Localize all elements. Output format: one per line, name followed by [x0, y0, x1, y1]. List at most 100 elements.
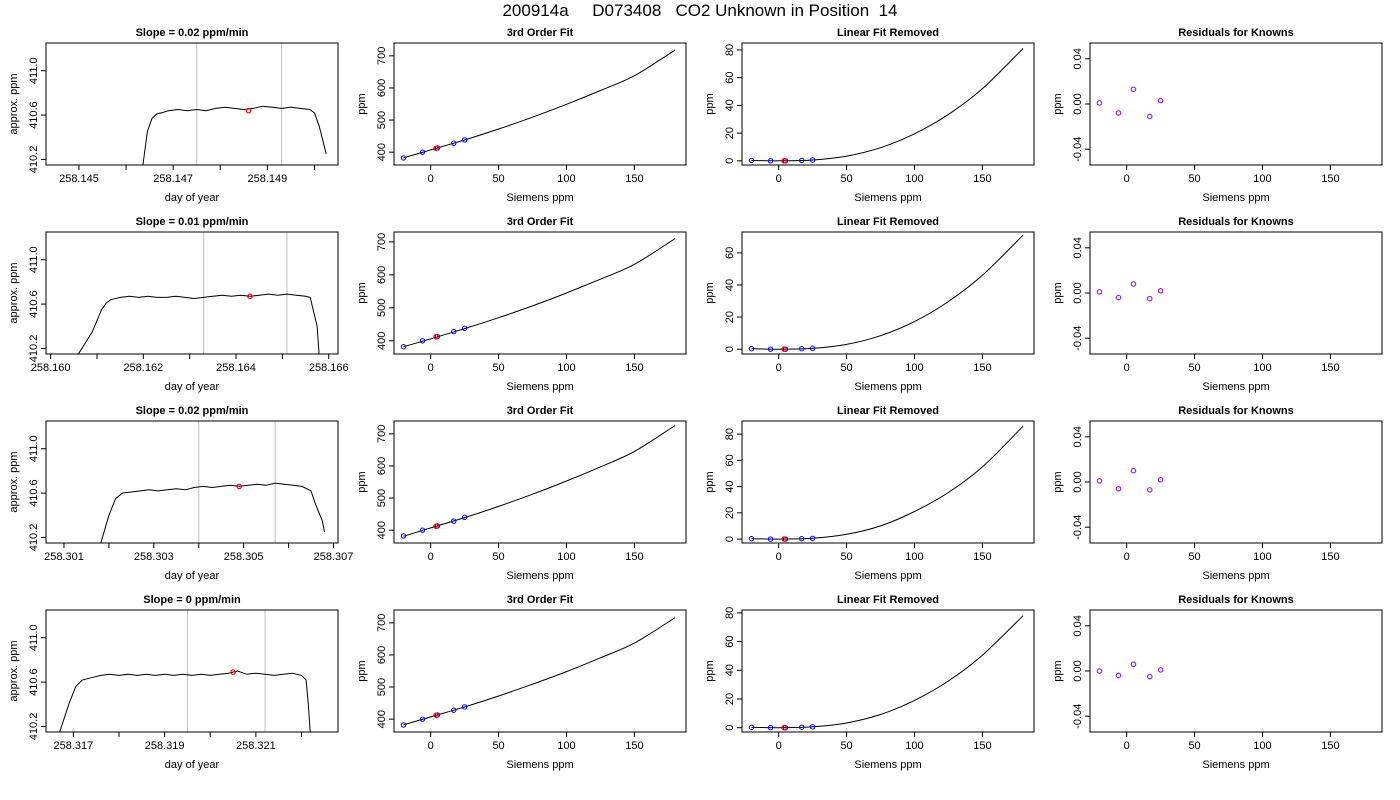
- x-axis-label: Siemens ppm: [506, 192, 573, 204]
- panel-title: 3rd Order Fit: [507, 405, 574, 417]
- x-tick-label: 258.166: [309, 362, 349, 374]
- known-point: [767, 724, 774, 731]
- known-point: [461, 137, 468, 143]
- y-tick-label: 700: [376, 614, 388, 632]
- x-axis-label: Siemens ppm: [506, 381, 573, 393]
- plot-frame: [393, 420, 687, 544]
- unknown-point: [236, 483, 242, 490]
- panel-r3c3: Linear Fit Removed 0 50 100 150 Siemens ppm 0 2…: [704, 405, 1035, 582]
- residual-point: [1115, 485, 1122, 492]
- residual-point: [1146, 113, 1153, 120]
- unknown-point: [781, 346, 787, 352]
- x-axis-label: Siemens ppm: [1202, 570, 1269, 582]
- x-tick-label: 50: [1188, 551, 1200, 563]
- x-axis-label: Siemens ppm: [854, 759, 921, 771]
- y-tick-label: 500: [376, 111, 388, 129]
- x-tick-label: 50: [840, 173, 852, 185]
- plot-frame: [45, 609, 339, 733]
- known-point: [419, 527, 426, 533]
- y-axis-label: ppm: [704, 660, 716, 681]
- x-tick-label: 50: [840, 740, 852, 752]
- panel-r2c4: Residuals for Knowns 0 50 100 150 Siemens ppm…: [1052, 216, 1383, 393]
- plot-frame: [393, 42, 687, 166]
- known-point: [809, 535, 816, 541]
- x-tick-label: 150: [625, 740, 643, 752]
- panel-title: Linear Fit Removed: [837, 405, 939, 417]
- x-axis-label: Siemens ppm: [1202, 381, 1269, 393]
- x-tick-label: 258.160: [31, 362, 71, 374]
- y-axis-label: ppm: [704, 93, 716, 114]
- x-tick-label: 50: [492, 362, 504, 374]
- residual-point: [1130, 467, 1137, 474]
- y-tick-label: 60: [724, 247, 736, 259]
- panel-r1c2: 3rd Order Fit 0 50 100 150 Siemens ppm 400 500 6…: [356, 27, 687, 204]
- series-line: [751, 234, 1024, 350]
- x-axis-label: Siemens ppm: [1202, 759, 1269, 771]
- series-line: [100, 482, 325, 543]
- x-tick-label: 100: [905, 740, 923, 752]
- panel-r4c1: Slope = 0 ppm/min 258.317 258.319 258.321 da…: [8, 594, 339, 771]
- x-tick-label: 50: [492, 740, 504, 752]
- x-tick-label: 50: [1188, 173, 1200, 185]
- residual-point: [1146, 487, 1153, 493]
- y-tick-label: 0.00: [1072, 93, 1084, 114]
- x-tick-label: 258.147: [153, 173, 193, 185]
- x-tick-label: 150: [1321, 362, 1339, 374]
- series-line: [403, 425, 676, 537]
- x-axis-label: Siemens ppm: [1202, 192, 1269, 204]
- y-tick-label: 500: [376, 489, 388, 507]
- y-tick-label: 500: [376, 678, 388, 696]
- x-tick-label: 100: [905, 362, 923, 374]
- known-point: [767, 536, 774, 542]
- plot-area: [400, 425, 676, 539]
- x-tick-label: 0: [1124, 551, 1130, 563]
- series-line: [751, 425, 1024, 540]
- y-tick-label: 411.0: [28, 435, 40, 462]
- y-axis-label: ppm: [356, 471, 368, 492]
- y-tick-label: 80: [724, 607, 736, 619]
- known-point: [799, 724, 805, 730]
- y-axis-label: ppm: [704, 282, 716, 303]
- plot-area: [100, 482, 325, 543]
- y-tick-label: 0.04: [1072, 237, 1084, 258]
- panel-r4c3: Linear Fit Removed 0 50 100 150 Siemens ppm 0 2…: [704, 594, 1035, 771]
- y-tick-label: 0.04: [1072, 615, 1084, 636]
- x-tick-label: 150: [973, 362, 991, 374]
- x-tick-label: 0: [428, 551, 434, 563]
- y-tick-label: 410.2: [28, 146, 40, 174]
- x-tick-label: 0: [1124, 362, 1130, 374]
- plot-frame: [741, 42, 1035, 166]
- x-axis-label: day of year: [165, 570, 220, 582]
- y-tick-label: 410.6: [28, 101, 40, 129]
- panel-r1c3: Linear Fit Removed 0 50 100 150 Siemens ppm 0 2…: [704, 27, 1035, 204]
- panel-r4c4: Residuals for Knowns 0 50 100 150 Siemens ppm…: [1052, 594, 1383, 771]
- panel-r3c4: Residuals for Knowns 0 50 100 150 Siemens ppm…: [1052, 405, 1383, 582]
- residual-point: [1157, 97, 1164, 104]
- known-point: [767, 158, 774, 164]
- plot-area: [1096, 86, 1164, 120]
- y-tick-label: 600: [376, 266, 388, 284]
- x-tick-label: 50: [840, 551, 852, 563]
- unknown-point: [781, 158, 787, 164]
- y-tick-label: 20: [724, 127, 736, 139]
- plot-area: [1096, 467, 1164, 493]
- series-line: [751, 48, 1024, 162]
- known-point: [767, 346, 774, 352]
- y-tick-label: -0.04: [1072, 515, 1084, 540]
- x-tick-label: 100: [557, 551, 575, 563]
- x-tick-label: 150: [1321, 740, 1339, 752]
- x-axis-label: Siemens ppm: [506, 759, 573, 771]
- panel-title: 3rd Order Fit: [507, 27, 574, 39]
- figure-title: 200914a D073408 CO2 Unknown in Position …: [502, 1, 898, 20]
- x-tick-label: 0: [428, 173, 434, 185]
- known-point: [419, 149, 426, 155]
- y-tick-label: 400: [376, 710, 388, 728]
- plot-area: [400, 49, 676, 161]
- x-tick-label: 150: [1321, 173, 1339, 185]
- plot-area: [748, 615, 1024, 731]
- panel-title: Slope = 0 ppm/min: [143, 594, 241, 606]
- residual-point: [1130, 661, 1137, 668]
- x-tick-label: 0: [776, 362, 782, 374]
- x-tick-label: 100: [557, 362, 575, 374]
- known-point: [748, 157, 755, 164]
